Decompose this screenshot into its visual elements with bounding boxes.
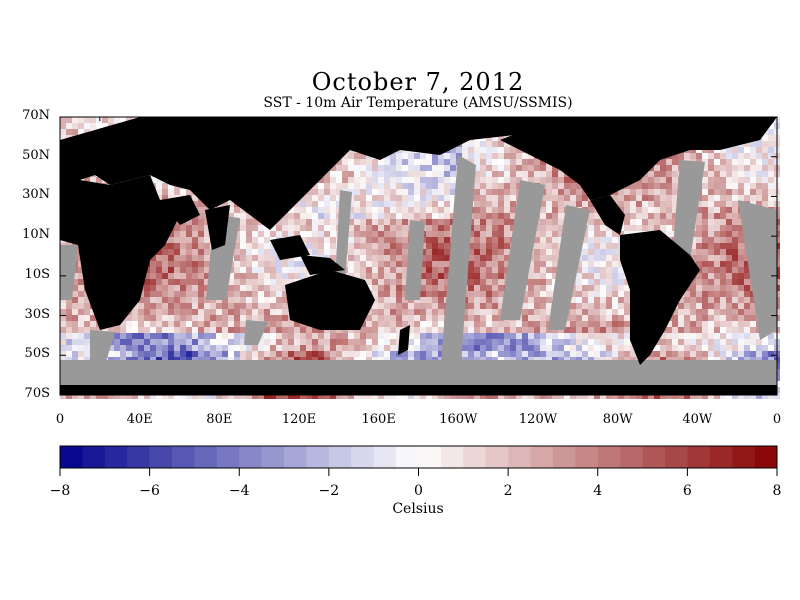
axis-ticks — [59, 116, 778, 396]
lat-label-30n: 30N — [22, 187, 50, 203]
colorbar-bin-18 — [463, 446, 487, 468]
colorbar-bin-13 — [351, 446, 374, 468]
colorbar-bin-23 — [575, 446, 599, 468]
lat-label-70s: 70S — [24, 386, 50, 401]
map-subtitle: SST - 10m Air Temperature (AMSU/SSMIS) — [263, 95, 573, 111]
lon-label-6: 120W — [518, 412, 558, 427]
map-title: October 7, 2012 — [311, 68, 525, 96]
colorbar-bin-20 — [508, 446, 531, 468]
landmasses — [60, 117, 777, 395]
colorbar-bin-10 — [284, 446, 307, 468]
colorbar-label-1: −6 — [139, 483, 160, 499]
colorbar-label-4: 0 — [414, 483, 423, 499]
colorbar-label-6: 4 — [593, 483, 603, 499]
lon-label-2: 80E — [206, 412, 233, 427]
colorbar-bin-12 — [328, 446, 352, 468]
lon-label-7: 80W — [602, 412, 633, 427]
colorbar-bin-8 — [239, 446, 262, 468]
colorbar-bin-1 — [82, 446, 106, 468]
lon-label-3: 120E — [281, 412, 317, 427]
colorbar-bin-0 — [60, 446, 83, 468]
lon-label-5: 160W — [439, 412, 478, 427]
colorbar-bin-26 — [642, 446, 666, 468]
colorbar-bin-27 — [664, 446, 688, 468]
colorbar-bin-29 — [709, 446, 733, 468]
colorbar-bin-11 — [306, 446, 330, 468]
colorbar-label-0: −8 — [49, 483, 71, 499]
colorbar-bin-17 — [440, 446, 464, 468]
colorbar-bin-2 — [104, 446, 128, 468]
colorbar-bin-14 — [373, 446, 397, 468]
colorbar-bin-22 — [552, 446, 576, 468]
colorbar-bin-7 — [216, 446, 240, 468]
colorbar-label-8: 8 — [772, 483, 782, 499]
colorbar-bin-30 — [732, 446, 755, 468]
colorbar — [59, 445, 778, 476]
colorbar-bin-16 — [418, 446, 442, 468]
colorbar-bin-4 — [149, 446, 173, 468]
colorbar-bin-19 — [485, 446, 509, 468]
colorbar-label-7: 6 — [682, 483, 692, 499]
lat-label-50n: 50N — [22, 147, 50, 163]
lat-label-70n: 70N — [22, 108, 50, 123]
colorbar-bin-15 — [396, 446, 419, 468]
lat-label-30s: 30S — [24, 306, 50, 322]
colorbar-label-5: 2 — [503, 483, 513, 499]
lon-label-1: 40E — [126, 412, 153, 427]
colorbar-units: Celsius — [392, 501, 444, 517]
lon-label-4: 160E — [361, 412, 396, 427]
colorbar-bin-5 — [172, 446, 195, 468]
lat-label-10s: 10S — [24, 266, 50, 282]
lon-label-0: 0 — [55, 412, 65, 427]
colorbar-bin-25 — [620, 446, 643, 468]
lon-label-9: 0 — [772, 412, 782, 427]
colorbar-bin-6 — [194, 446, 218, 468]
lat-label-10n: 10N — [22, 227, 50, 243]
colorbar-label-2: −4 — [228, 483, 250, 499]
colorbar-label-3: −2 — [318, 483, 340, 499]
colorbar-bin-28 — [687, 446, 711, 468]
colorbar-bin-31 — [754, 446, 778, 468]
colorbar-bin-21 — [530, 446, 554, 468]
colorbar-bin-9 — [261, 446, 285, 468]
lat-label-50s: 50S — [24, 346, 50, 362]
colorbar-bin-24 — [597, 446, 621, 468]
colorbar-bin-3 — [127, 446, 150, 468]
lon-label-8: 40W — [682, 412, 713, 427]
